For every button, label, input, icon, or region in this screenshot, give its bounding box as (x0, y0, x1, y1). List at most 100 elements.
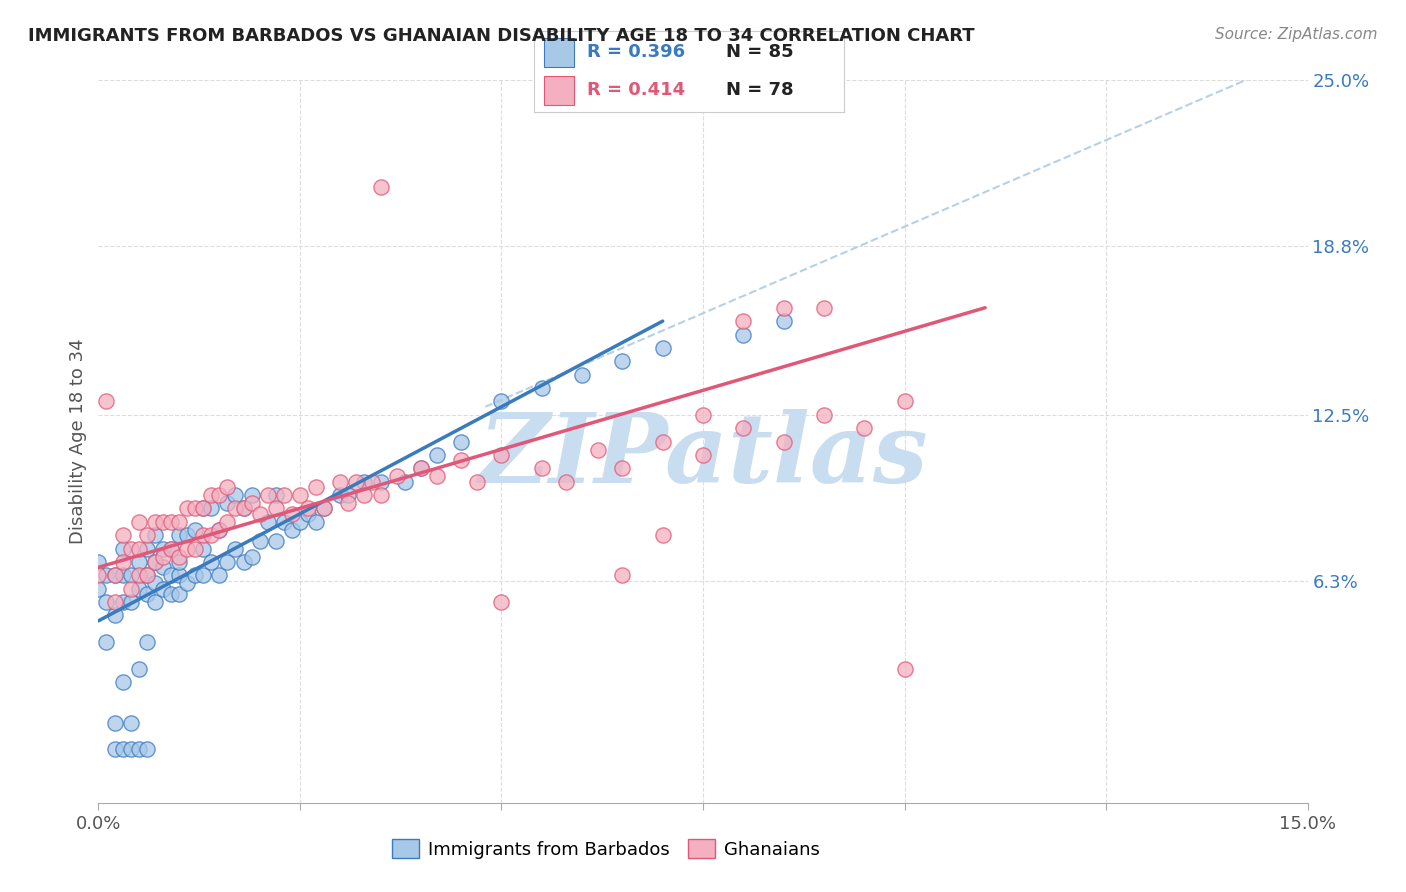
Point (240, 496, 263, 510)
Point (692, 448, 714, 462)
Point (813, 408, 835, 422)
Point (361, 475, 384, 489)
Point (193, 501, 215, 516)
Point (176, 576, 198, 591)
Point (772, 314, 794, 328)
Point (167, 528, 190, 542)
Point (143, 528, 166, 542)
Point (135, 528, 157, 542)
Point (184, 541, 207, 556)
Point (200, 501, 222, 516)
Point (370, 475, 392, 489)
Point (264, 488, 287, 502)
Point (692, 408, 714, 422)
Point (224, 501, 246, 516)
Point (426, 448, 449, 462)
Point (571, 368, 593, 382)
Point (612, 354, 634, 368)
Point (530, 381, 553, 395)
Point (111, 528, 134, 542)
Point (385, 469, 408, 483)
Point (128, 582, 150, 596)
Point (193, 568, 215, 582)
Point (208, 523, 231, 537)
Point (208, 523, 231, 537)
Bar (544, 76, 575, 105)
Point (160, 515, 183, 529)
Point (288, 515, 311, 529)
Point (184, 501, 207, 516)
Point (152, 549, 174, 564)
Point (273, 488, 295, 502)
Point (160, 541, 183, 556)
Point (344, 475, 367, 489)
Point (305, 480, 328, 494)
Point (96, 394, 118, 409)
Text: Source: ZipAtlas.com: Source: ZipAtlas.com (1215, 27, 1378, 42)
Point (353, 475, 375, 489)
Text: ZIPatlas: ZIPatlas (478, 409, 928, 503)
Point (128, 662, 150, 676)
Point (555, 475, 578, 489)
Point (217, 555, 239, 569)
Point (135, 541, 157, 556)
Point (337, 488, 360, 502)
Point (264, 533, 287, 548)
Point (167, 587, 190, 601)
Point (249, 533, 271, 548)
Point (167, 568, 190, 582)
Point (143, 555, 166, 569)
Point (217, 480, 239, 494)
Point (208, 568, 231, 582)
Point (193, 501, 215, 516)
Point (103, 742, 125, 756)
Point (394, 475, 416, 489)
Point (160, 541, 183, 556)
Point (176, 541, 198, 556)
Point (249, 507, 271, 521)
Point (329, 488, 352, 502)
Point (193, 541, 215, 556)
Point (120, 715, 142, 730)
Point (208, 488, 231, 502)
Point (111, 568, 134, 582)
Point (240, 488, 263, 502)
Point (184, 568, 207, 582)
Point (337, 496, 360, 510)
Point (772, 434, 794, 449)
Point (176, 501, 198, 516)
Point (176, 528, 198, 542)
Point (426, 469, 449, 483)
Point (491, 394, 513, 409)
Point (491, 595, 513, 609)
Point (111, 675, 134, 690)
Point (143, 595, 166, 609)
Legend: Immigrants from Barbados, Ghanaians: Immigrants from Barbados, Ghanaians (385, 832, 828, 866)
Point (893, 662, 915, 676)
Point (200, 528, 222, 542)
Point (103, 568, 125, 582)
Point (87, 555, 110, 569)
Point (96, 635, 118, 649)
Text: IMMIGRANTS FROM BARBADOS VS GHANAIAN DISABILITY AGE 18 TO 34 CORRELATION CHART: IMMIGRANTS FROM BARBADOS VS GHANAIAN DIS… (28, 27, 974, 45)
Point (96, 595, 118, 609)
Point (240, 549, 263, 564)
Point (612, 568, 634, 582)
Point (329, 475, 352, 489)
Point (128, 568, 150, 582)
Point (256, 515, 278, 529)
Point (128, 742, 150, 756)
Point (184, 523, 207, 537)
Point (772, 301, 794, 315)
Point (200, 488, 222, 502)
Point (135, 587, 157, 601)
Point (200, 555, 222, 569)
Point (530, 461, 553, 475)
Point (152, 541, 174, 556)
Point (264, 501, 287, 516)
Point (152, 560, 174, 574)
Point (232, 501, 254, 516)
Point (353, 488, 375, 502)
Point (120, 582, 142, 596)
Text: R = 0.414: R = 0.414 (586, 81, 685, 99)
